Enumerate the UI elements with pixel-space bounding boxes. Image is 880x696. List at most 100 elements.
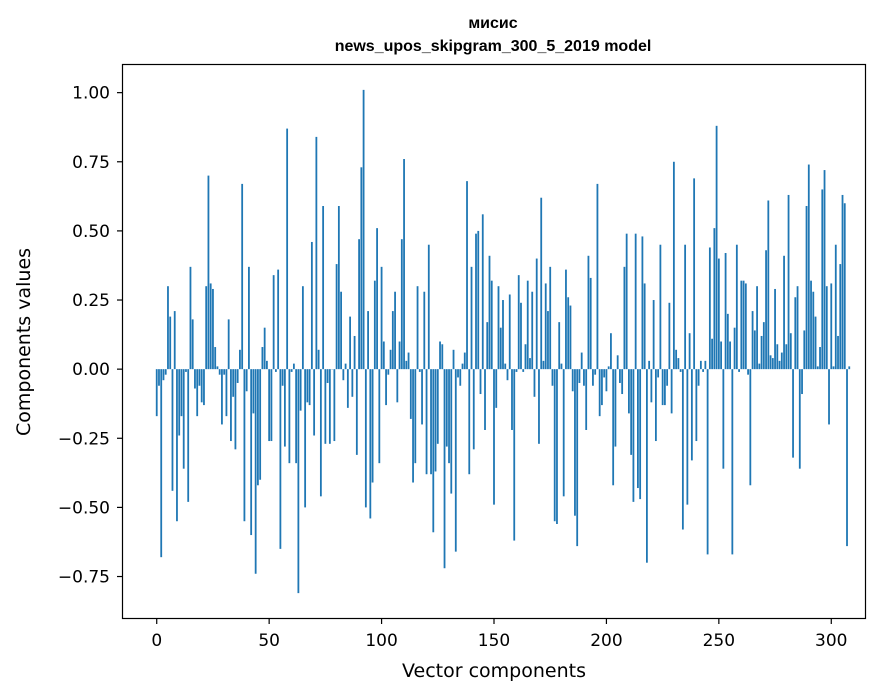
bar [191,319,194,370]
bar [785,344,788,370]
bar [648,360,651,370]
bar [418,369,421,372]
bar [178,369,181,436]
bar [209,283,212,370]
bar [239,349,241,370]
bar [535,258,538,370]
bar [427,244,430,370]
bar [441,344,444,370]
bar [726,313,729,370]
bar [520,302,522,370]
bar [502,300,504,370]
bar [551,369,554,386]
bar [162,369,165,381]
bar [216,366,219,370]
bar [778,360,781,370]
chart-subtitle: news_upos_skipgram_300_5_2019 model [335,38,652,55]
bar [803,330,806,370]
bar [610,333,612,370]
bar [369,369,372,519]
bar [212,288,214,370]
bar [672,161,675,370]
bar [612,369,615,486]
bar [839,264,842,370]
bar [628,369,630,414]
bar [731,369,734,555]
bar [567,297,570,370]
bar [729,341,731,370]
bar [310,241,313,370]
bar [585,369,588,430]
bar [704,360,707,370]
bar [250,369,253,536]
y-tick-label: −0.50 [58,498,110,518]
bar [830,283,833,370]
bar [245,369,248,392]
bar [580,352,583,370]
bar [767,200,770,370]
bar [576,369,579,547]
bar [475,233,477,370]
bar [646,369,648,563]
bar [351,369,354,397]
bar [391,311,394,370]
bar [167,286,169,370]
bar [513,369,516,541]
bar [290,369,293,372]
bar [666,369,669,386]
bar [486,322,489,370]
bar [506,369,509,381]
bar [288,369,291,464]
bar [266,360,268,370]
bar [789,333,792,370]
x-tick-label: 300 [815,631,847,651]
bar [389,349,392,370]
bar [223,369,226,375]
bar [281,369,284,386]
bar [832,366,835,370]
bar [158,369,160,386]
bar-series [155,89,851,594]
bar [837,335,839,370]
bar [423,291,426,370]
bar [403,159,405,370]
bar [254,369,257,574]
bar [461,363,464,370]
bar [380,266,383,370]
bar [747,369,749,375]
bar [675,349,678,370]
bar [378,369,381,464]
bar [425,369,428,475]
bar [774,288,776,370]
bar [693,178,696,370]
bar [194,369,196,389]
bar [661,369,664,406]
x-axis-ticks: 0 50 100 150 200 250 300 [151,618,847,651]
bar [364,369,367,508]
bar [690,369,693,461]
x-tick-label: 250 [703,631,735,651]
bar [562,369,565,497]
bar [205,286,208,370]
bar [816,366,819,370]
bar [603,369,606,378]
bar [398,341,401,370]
y-tick-label: 0.00 [72,360,110,380]
bar [164,369,167,375]
y-tick-label: 0.25 [72,291,110,311]
bar [828,369,830,425]
bar [623,266,626,370]
y-axis-label: Components values [13,248,35,436]
bar [416,286,419,370]
bar [547,311,549,370]
bar [319,369,322,497]
chart-title: мисис [468,15,517,32]
bar [466,181,468,370]
bar [587,255,590,370]
bar [328,369,331,444]
bar [801,369,803,395]
bar [733,327,736,370]
x-tick-label: 150 [478,631,510,651]
bar [200,369,203,403]
bar [713,228,716,370]
